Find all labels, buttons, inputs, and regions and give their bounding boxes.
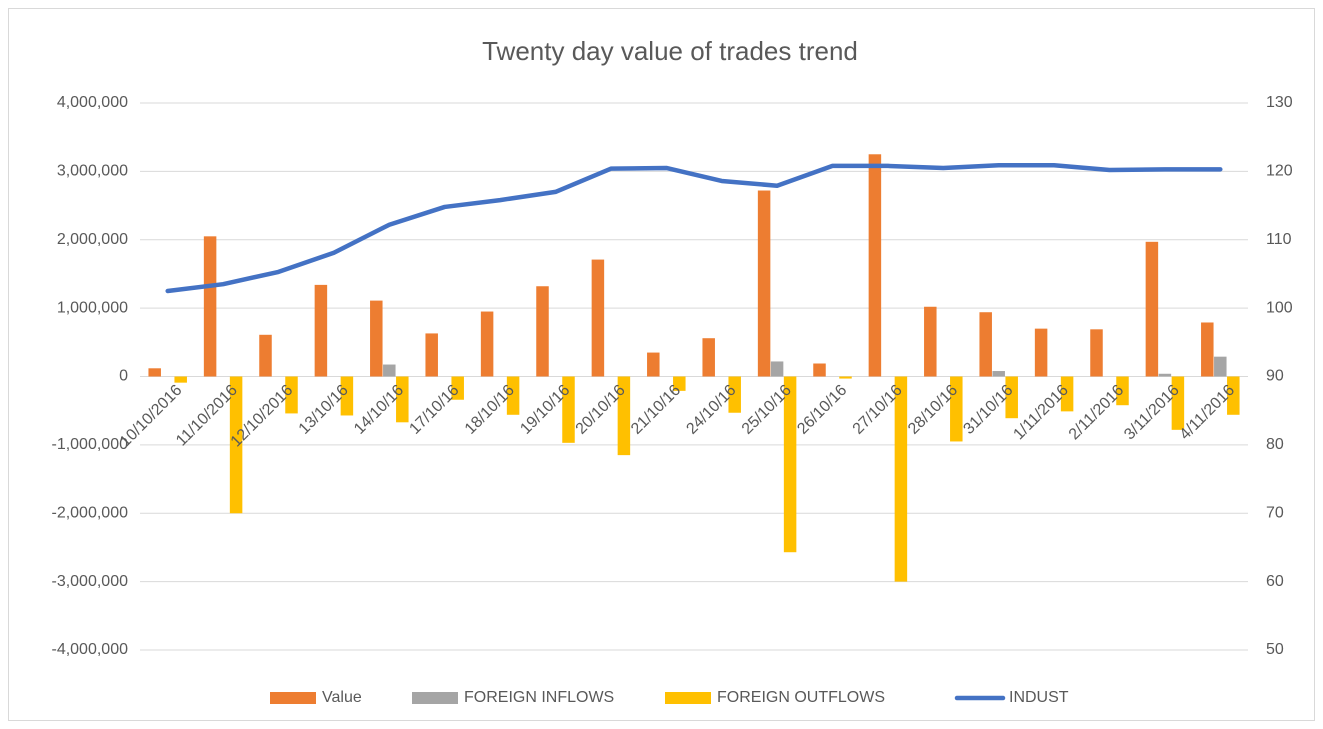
legend-marker bbox=[665, 692, 711, 704]
bar bbox=[285, 376, 298, 414]
bar bbox=[979, 312, 992, 377]
y-tick-label: 2,000,000 bbox=[57, 231, 128, 248]
bar bbox=[868, 154, 882, 377]
bar bbox=[1145, 241, 1159, 377]
bar bbox=[203, 236, 217, 377]
bar bbox=[229, 376, 243, 514]
y-tick-label: -2,000,000 bbox=[51, 504, 128, 521]
legend-marker bbox=[270, 692, 316, 704]
bar bbox=[950, 376, 963, 442]
bar bbox=[673, 376, 686, 391]
bar bbox=[314, 284, 328, 377]
bar bbox=[480, 311, 494, 377]
bar bbox=[728, 376, 741, 413]
bar bbox=[770, 361, 784, 377]
bar bbox=[383, 364, 396, 377]
y2-tick-label: 90 bbox=[1266, 368, 1284, 385]
bar bbox=[617, 376, 631, 456]
bar bbox=[591, 259, 605, 377]
bar bbox=[702, 338, 715, 377]
y2-tick-label: 80 bbox=[1266, 436, 1284, 453]
y-tick-label: 1,000,000 bbox=[57, 299, 128, 316]
y2-tick-label: 110 bbox=[1266, 231, 1292, 248]
y-tick-label: -3,000,000 bbox=[51, 573, 128, 590]
bar bbox=[894, 376, 908, 582]
bar bbox=[1116, 376, 1129, 406]
legend-label: INDUST bbox=[1009, 689, 1069, 706]
y-tick-label: 4,000,000 bbox=[57, 94, 128, 111]
bar bbox=[924, 306, 937, 377]
y-tick-label: -4,000,000 bbox=[51, 641, 128, 658]
y2-tick-label: 130 bbox=[1266, 94, 1293, 111]
bar bbox=[839, 376, 852, 379]
y2-tick-label: 100 bbox=[1266, 299, 1293, 316]
y-tick-label: -1,000,000 bbox=[51, 436, 128, 453]
bar bbox=[340, 376, 354, 416]
bar bbox=[1060, 376, 1074, 412]
y-tick-label: 0 bbox=[119, 368, 128, 385]
legend-label: FOREIGN INFLOWS bbox=[464, 689, 614, 706]
bar bbox=[174, 376, 187, 383]
bar bbox=[1158, 373, 1172, 377]
bar bbox=[506, 376, 520, 415]
bar bbox=[757, 190, 771, 377]
bar bbox=[1227, 376, 1240, 415]
legend-label: Value bbox=[322, 689, 362, 706]
y2-tick-label: 60 bbox=[1266, 573, 1284, 590]
bar bbox=[1214, 356, 1227, 377]
bar bbox=[1090, 329, 1103, 377]
y2-tick-label: 120 bbox=[1266, 163, 1293, 180]
bar bbox=[451, 376, 464, 400]
bar bbox=[992, 371, 1005, 377]
legend-label: FOREIGN OUTFLOWS bbox=[717, 689, 885, 706]
chart-title: Twenty day value of trades trend bbox=[482, 36, 858, 66]
bar bbox=[562, 376, 575, 443]
bar bbox=[370, 300, 383, 377]
bar bbox=[1034, 328, 1048, 377]
y2-tick-label: 70 bbox=[1266, 504, 1284, 521]
bar bbox=[1171, 376, 1185, 430]
legend-marker bbox=[412, 692, 458, 704]
bar bbox=[647, 352, 660, 377]
y-tick-label: 3,000,000 bbox=[57, 163, 128, 180]
bar bbox=[813, 363, 826, 377]
bar bbox=[148, 368, 161, 377]
line bbox=[165, 162, 1223, 294]
bar bbox=[1201, 322, 1214, 377]
bar bbox=[425, 333, 438, 377]
bar bbox=[396, 376, 409, 423]
bar bbox=[1005, 376, 1018, 419]
bar bbox=[536, 286, 549, 377]
bar bbox=[259, 334, 272, 377]
y2-tick-label: 50 bbox=[1266, 641, 1284, 658]
bar bbox=[783, 376, 797, 553]
